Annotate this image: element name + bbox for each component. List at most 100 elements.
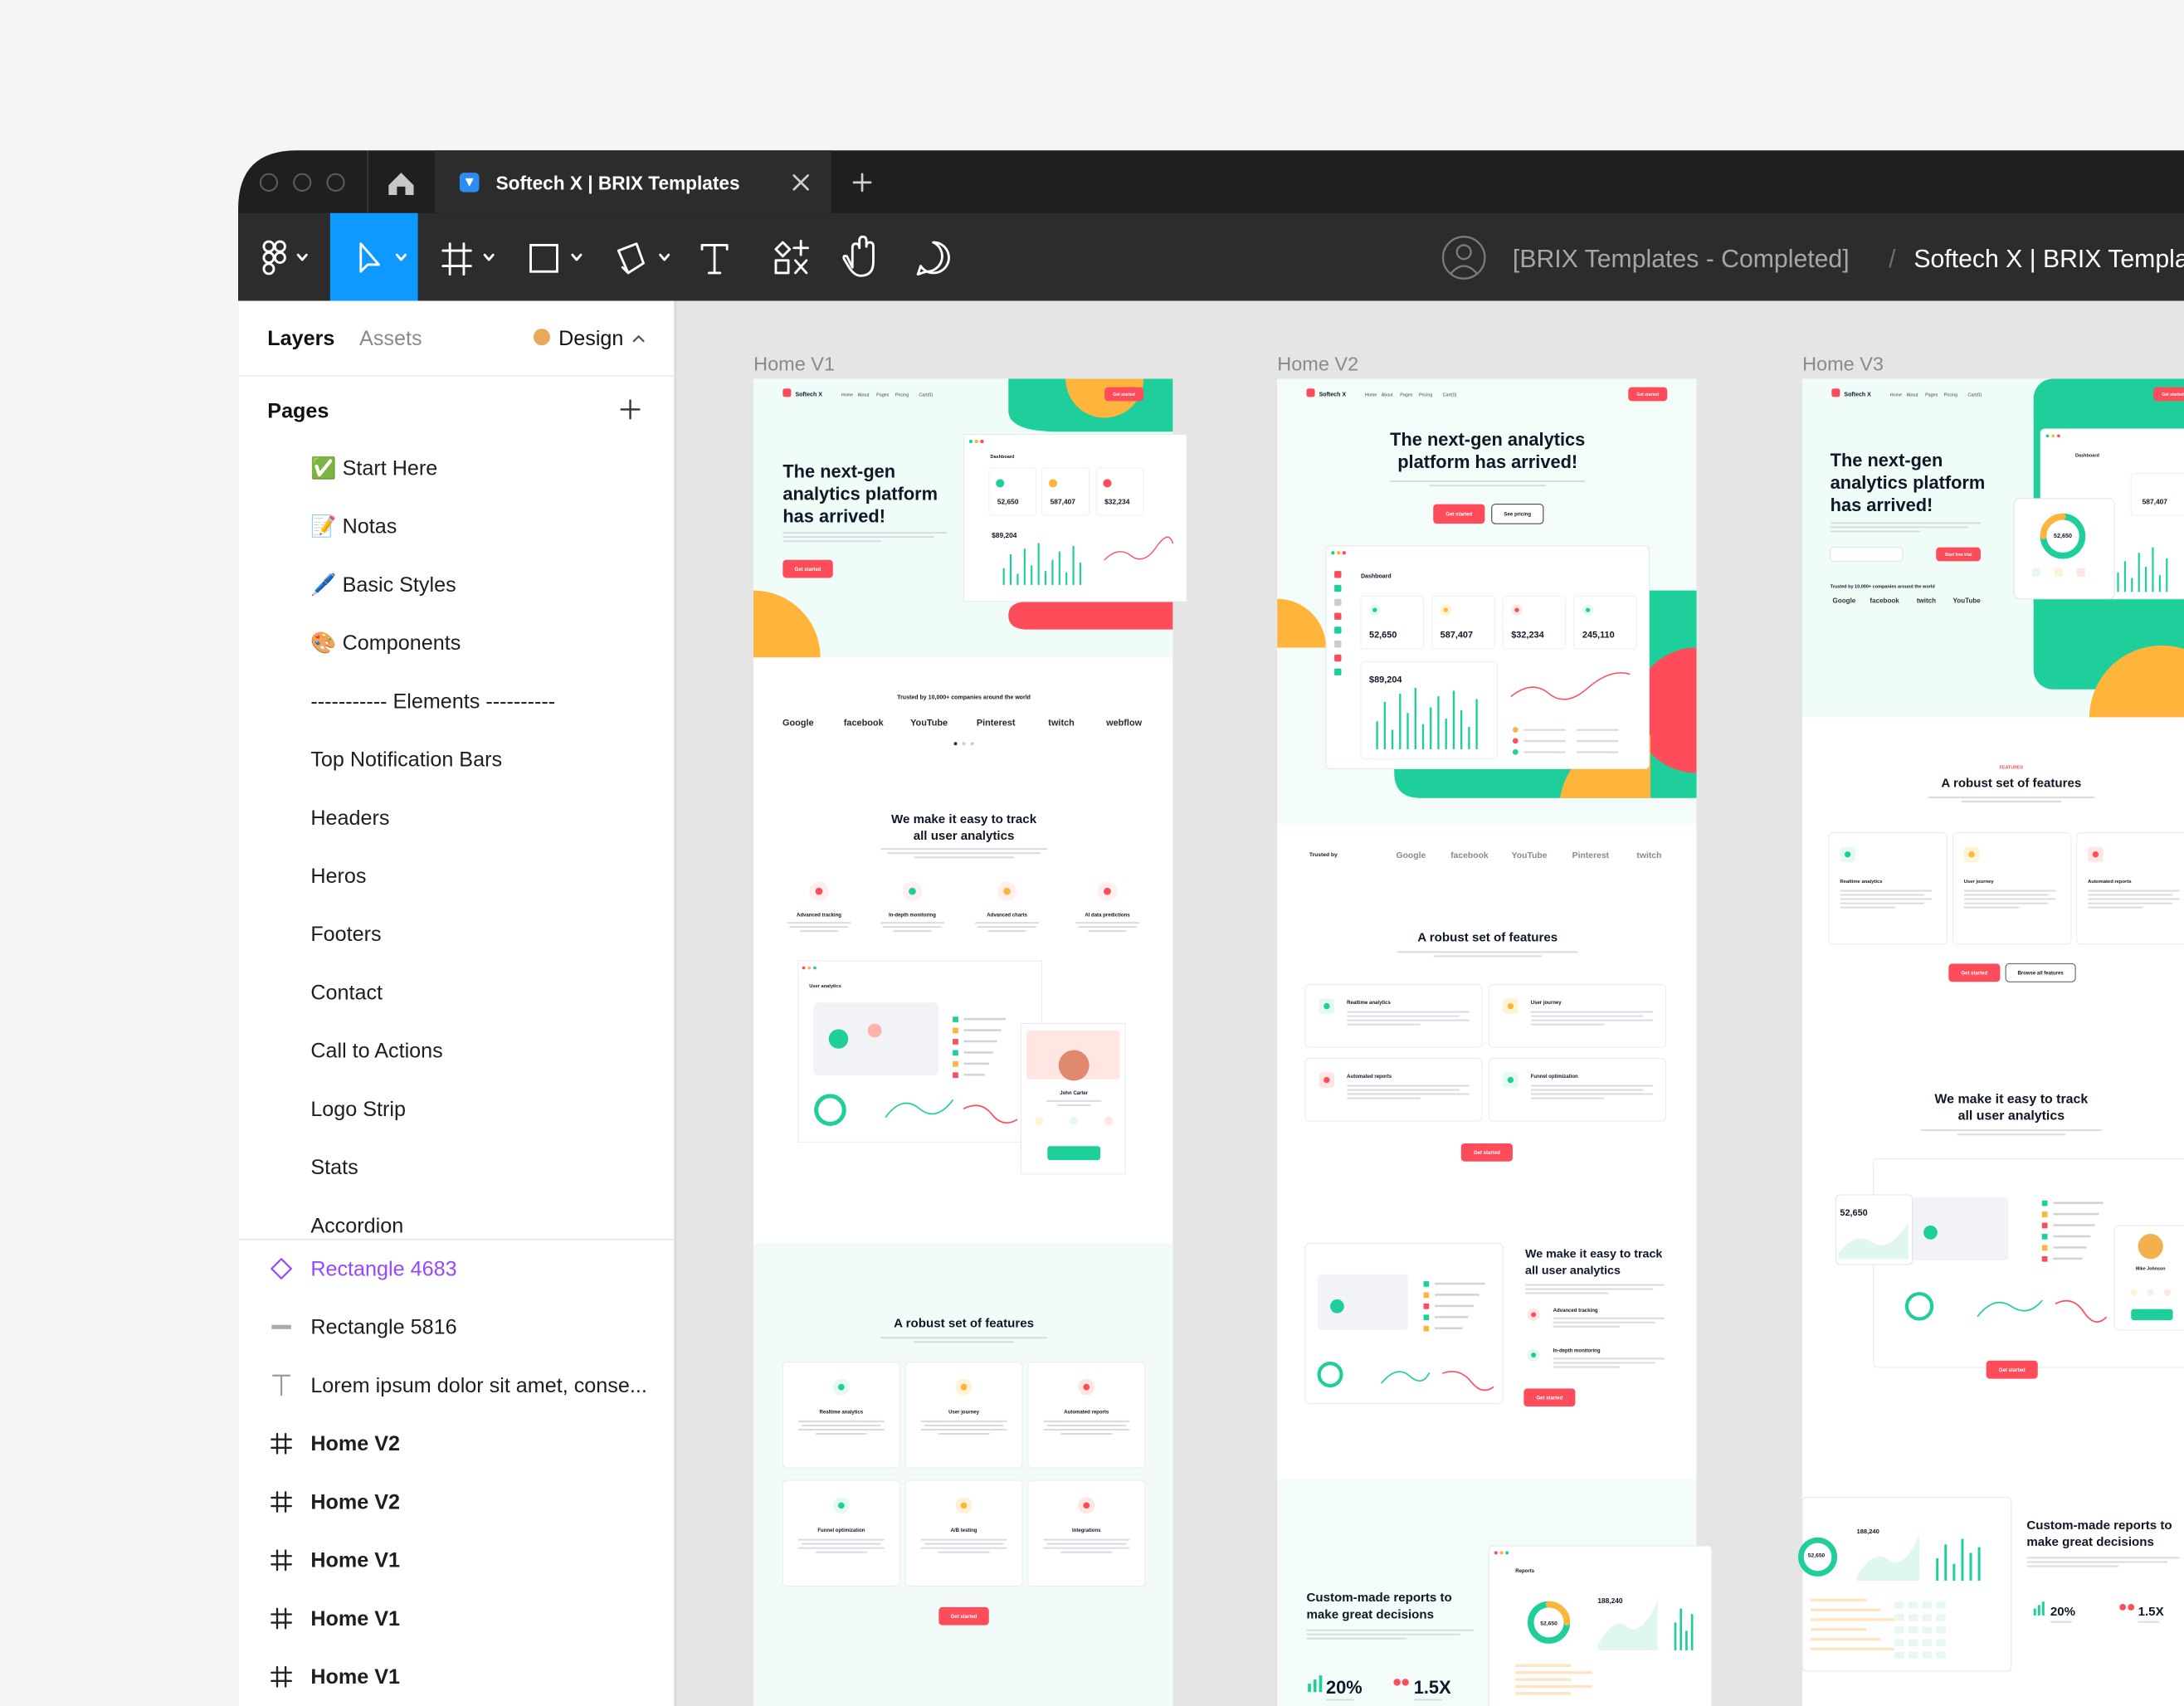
progress (1434, 1294, 1480, 1296)
page-item[interactable]: 📝 Notas (310, 514, 397, 539)
button[interactable] (1460, 1143, 1513, 1162)
deco-shape (753, 590, 821, 658)
page-item[interactable]: ----------- Elements ---------- (310, 690, 555, 713)
button-label[interactable]: Get started (1536, 1396, 1562, 1401)
button[interactable] (1628, 387, 1668, 402)
page-item[interactable]: Logo Strip (310, 1098, 406, 1121)
nav-link[interactable]: About (1906, 392, 1918, 397)
button-label[interactable]: Get started (1474, 1151, 1500, 1156)
page-item[interactable]: ✅ Start Here (310, 456, 437, 480)
page-item[interactable]: Heros (310, 865, 366, 888)
card-title: Automated reports (1064, 1411, 1109, 1416)
feature-card (1027, 1479, 1146, 1587)
nav-link[interactable]: Pages (876, 392, 890, 397)
button[interactable] (1936, 547, 1981, 562)
frame-label[interactable]: Home V1 (753, 353, 835, 374)
text-placeholder (797, 1420, 885, 1422)
button-label[interactable]: Get started (795, 568, 821, 573)
button[interactable] (938, 1606, 989, 1626)
button-label[interactable]: Get started (1999, 1368, 2026, 1373)
heading: We make it easy to track all user analyti… (1934, 1092, 2088, 1123)
button-label[interactable]: Get started (2162, 392, 2183, 397)
page-item[interactable]: Contact (310, 981, 383, 1004)
text-placeholder (782, 540, 882, 543)
page-item[interactable]: Accordion (310, 1214, 403, 1237)
chart-bar (1952, 1563, 1956, 1581)
button[interactable] (1948, 963, 2001, 982)
button-label[interactable]: Get started (951, 1615, 977, 1620)
nav-link[interactable]: About (1382, 392, 1394, 397)
page-item[interactable]: Top Notification Bars (310, 748, 502, 772)
legend-icon (953, 1050, 958, 1056)
panel-tab[interactable]: Layers (267, 327, 334, 350)
button[interactable] (1433, 504, 1485, 524)
nav-link[interactable]: Home (1890, 392, 1902, 397)
layer-item[interactable]: Rectangle 5816 (310, 1316, 456, 1339)
button[interactable] (1104, 387, 1144, 402)
layer-item[interactable]: Rectangle 4683 (310, 1257, 456, 1280)
button-label[interactable]: Get started (1445, 512, 1472, 517)
heading: Custom-made reports to make great decisio… (1307, 1591, 1452, 1621)
page-item[interactable]: Headers (310, 807, 389, 830)
layer-item[interactable]: Lorem ipsum dolor sit amet, conse... (310, 1374, 646, 1397)
text-placeholder (1413, 1699, 1442, 1701)
nav-link[interactable]: Cart(0) (1443, 392, 1457, 397)
button-label[interactable]: Get started (1961, 972, 1987, 977)
button[interactable] (1523, 1388, 1576, 1407)
text-placeholder (1530, 1089, 1644, 1091)
nav-link[interactable]: Home (841, 392, 853, 397)
button-label[interactable]: See pricing (1504, 512, 1532, 517)
breadcrumb-project[interactable]: [BRIX Templates - Completed] (1513, 246, 1850, 273)
text-placeholder (1530, 1085, 1654, 1087)
layer-item[interactable]: Home V1 (310, 1665, 400, 1689)
tab-icon-glyph (465, 178, 474, 187)
button[interactable] (2005, 963, 2076, 982)
panel-tab[interactable]: Assets (359, 327, 422, 350)
nav-link[interactable]: Pricing (895, 392, 909, 397)
legend-icon (2041, 1200, 2048, 1206)
tab-title[interactable]: Softech X | BRIX Templates (496, 172, 740, 193)
layer-item[interactable]: Home V1 (310, 1549, 400, 1572)
text-placeholder (1920, 1129, 2102, 1132)
page-item[interactable]: Footers (310, 923, 381, 946)
layer-item[interactable]: Home V2 (310, 1490, 400, 1513)
active-tab[interactable] (434, 150, 832, 213)
button[interactable] (2153, 387, 2184, 402)
frame-label[interactable]: Home V2 (1277, 353, 1358, 374)
text-placeholder (1523, 740, 1566, 743)
nav-link[interactable]: Pricing (1944, 392, 1957, 397)
avatar-body (1450, 265, 1478, 275)
nav-link[interactable]: Pages (1400, 392, 1413, 397)
page-item[interactable]: 🖊️ Basic Styles (310, 573, 456, 597)
button[interactable] (1986, 1360, 2038, 1379)
button-label[interactable]: Get started (1113, 392, 1134, 397)
nav-link[interactable]: Home (1365, 392, 1377, 397)
page-item[interactable]: 🎨 Components (310, 630, 461, 655)
button-label[interactable]: Browse all features (2017, 972, 2064, 977)
sidebar-icon (1334, 641, 1342, 648)
layer-item[interactable]: Home V1 (310, 1607, 400, 1630)
button-label[interactable]: Get started (1637, 392, 1659, 397)
nav-link[interactable]: Cart(0) (919, 392, 934, 397)
heading: We make it easy to track all user analyti… (891, 812, 1037, 843)
feature-title: AI data predictions (1085, 913, 1130, 918)
button-label[interactable]: Start free trial (1945, 553, 1972, 558)
button[interactable] (782, 559, 833, 578)
frame-label[interactable]: Home V3 (1802, 353, 1884, 374)
legend-icon (1423, 1281, 1430, 1287)
nav-link[interactable]: Cart(0) (1967, 392, 1982, 397)
nav-link[interactable]: About (857, 392, 870, 397)
nav-link[interactable]: Pages (1925, 392, 1938, 397)
layer-item[interactable]: Home V2 (310, 1432, 400, 1455)
page-item[interactable]: Call to Actions (310, 1040, 442, 1063)
sidebar-icon (1334, 612, 1342, 620)
mode-switch[interactable]: Design (558, 327, 623, 350)
figma-logo (262, 262, 275, 275)
grid-cell (1922, 1614, 1933, 1621)
text-placeholder (1530, 1011, 1654, 1013)
nav-link[interactable]: Pricing (1419, 392, 1432, 397)
page-item[interactable]: Stats (310, 1156, 358, 1179)
input[interactable] (1830, 547, 1904, 562)
text-placeholder (1347, 1093, 1470, 1095)
button[interactable] (1491, 504, 1544, 524)
